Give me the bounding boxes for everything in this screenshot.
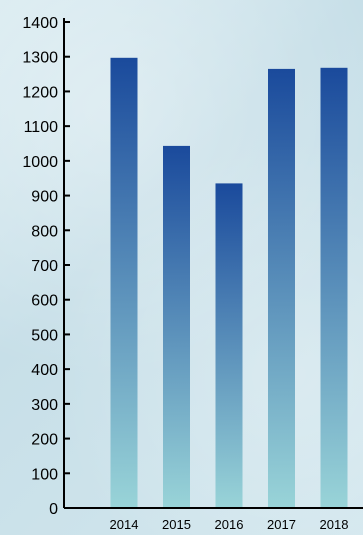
x-tick-label-2016: 2016 [215,517,244,532]
y-tick-label-300: 300 [31,397,58,414]
bar-2018 [320,67,348,509]
bar-2015 [163,145,190,508]
bar-2014 [110,57,138,509]
y-tick-label-400: 400 [31,362,58,379]
y-tick-label-1200: 1200 [22,84,58,101]
y-tick-label-600: 600 [31,293,58,310]
y-tick-label-900: 900 [31,189,58,206]
y-tick-label-200: 200 [31,432,58,449]
bar-2017 [268,68,295,509]
y-tick-label-500: 500 [31,327,58,344]
x-tick-label-2018: 2018 [320,517,349,532]
bars-layer [110,57,348,509]
x-tick-label-2014: 2014 [110,517,139,532]
y-tick-label-1100: 1100 [24,119,59,136]
y-tick-label-1400: 1400 [22,15,58,32]
axes: 2014 2015 2016 2017 2018 0 100 200 300 400 500 600 7… [22,15,363,532]
x-tick-label-2015: 2015 [162,517,191,532]
y-tick-label-700: 700 [31,258,58,275]
y-tick-label-1300: 1300 [22,50,58,67]
x-tick-label-2017: 2017 [267,517,296,532]
bar-2016 [215,183,243,508]
y-tick-label-1000: 1000 [22,154,58,171]
y-tick-label-100: 100 [31,466,58,483]
y-tick-label-0: 0 [49,501,58,518]
y-tick-label-800: 800 [31,223,58,240]
